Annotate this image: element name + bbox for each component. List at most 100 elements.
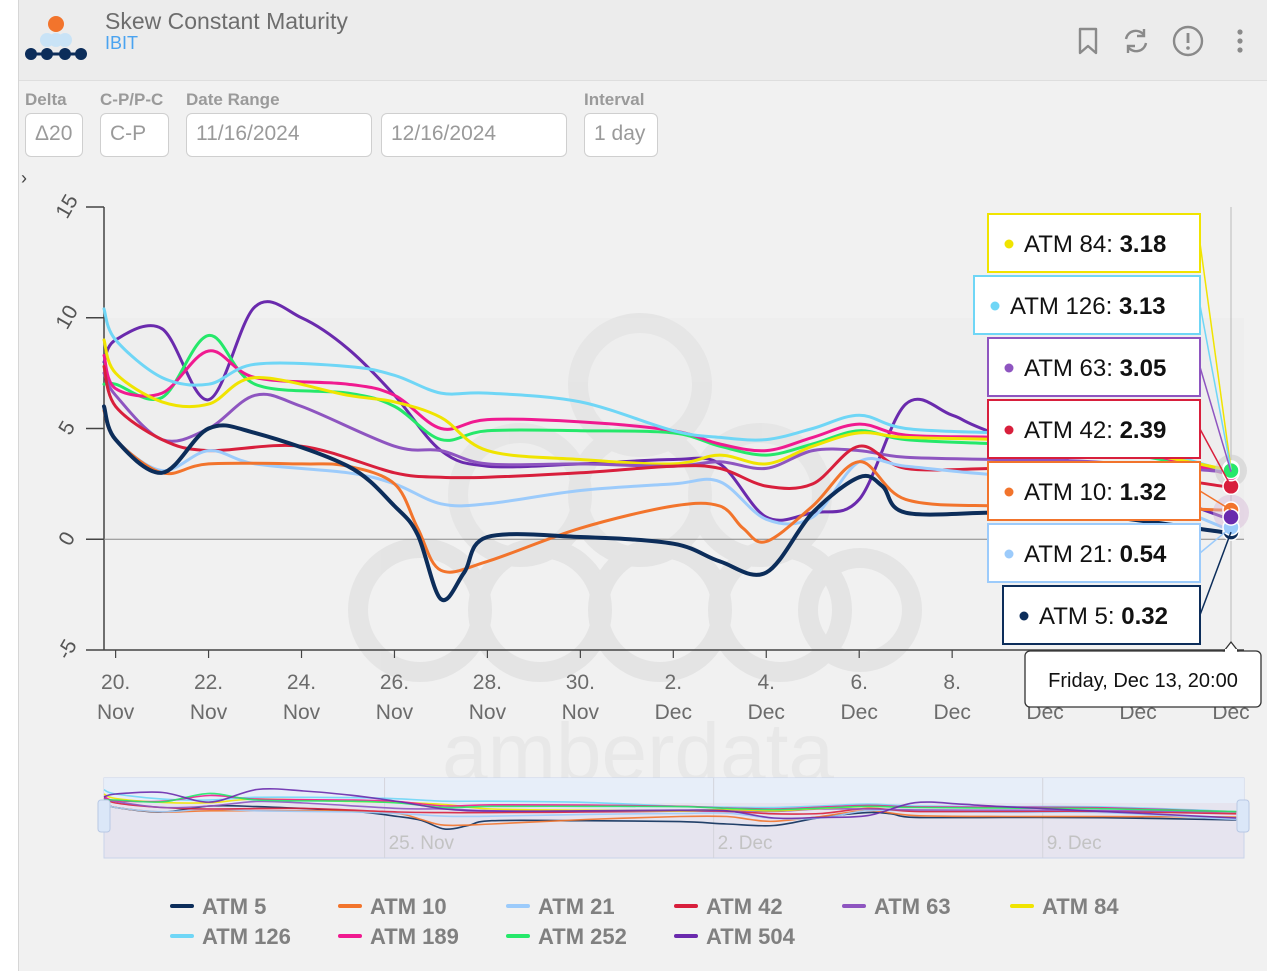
asset-subtitle: IBIT xyxy=(105,33,139,53)
series-line-atm-126 xyxy=(102,307,1225,472)
y-tick-label: 5 xyxy=(54,417,80,439)
refresh-icon[interactable] xyxy=(1119,24,1153,58)
navigator-handle-right[interactable] xyxy=(1236,799,1250,833)
navigator-series-atm-504 xyxy=(103,787,1237,820)
legend-item-atm-21[interactable]: ATM 21 xyxy=(506,894,615,919)
interval-label: Interval xyxy=(584,90,645,109)
widget-title: Skew Constant Maturity xyxy=(105,8,348,34)
tooltip-connector xyxy=(1199,531,1232,616)
info-icon[interactable] xyxy=(1171,24,1205,58)
y-tick-label: 15 xyxy=(51,191,83,223)
axes: 15 10 5 0 -5 20. Nov 22. Nov 24. Nov 26. Nov 28. Nov 30… xyxy=(51,191,1249,724)
navigator-tick-label: 9. Dec xyxy=(1047,833,1102,854)
tooltip-dot xyxy=(1004,363,1014,373)
x-tick-label: 22. Nov xyxy=(190,671,228,724)
tooltip-dot xyxy=(1004,425,1014,435)
legend-item-atm-63[interactable]: ATM 63 xyxy=(842,894,951,919)
navigator-series-atm-252 xyxy=(103,792,1237,813)
tooltip-arrow-mask xyxy=(1225,649,1237,653)
cp-label: C-P/P-C xyxy=(100,90,164,109)
legend-label: ATM 504 xyxy=(706,924,796,949)
legend-label: ATM 63 xyxy=(874,894,951,919)
tooltip-dot xyxy=(1019,611,1029,621)
hover-marker-atm-504 xyxy=(1222,508,1240,526)
legend-item-atm-252[interactable]: ATM 252 xyxy=(506,924,627,949)
tooltip-connector xyxy=(1199,428,1232,487)
x-tick-label: 30. Nov xyxy=(562,671,600,724)
navigator-tick-label: 25. Nov xyxy=(389,833,455,854)
legend-label: ATM 42 xyxy=(706,894,783,919)
tooltip-box xyxy=(987,523,1201,583)
tooltip-box xyxy=(987,337,1201,397)
widget-header: Skew Constant Maturity IBIT xyxy=(19,0,1267,81)
date-range-label: Date Range xyxy=(186,90,280,109)
legend-label: ATM 10 xyxy=(370,894,447,919)
legend-item-atm-504[interactable]: ATM 504 xyxy=(674,924,796,949)
tooltip-dot xyxy=(990,301,1000,311)
more-menu-icon[interactable] xyxy=(1223,24,1257,58)
x-tick-label: 24. Nov xyxy=(283,671,321,724)
tooltip-box xyxy=(987,461,1201,521)
end-date-input[interactable]: 12/16/2024 xyxy=(381,113,567,157)
tooltip-connector xyxy=(1199,526,1232,554)
legend-label: ATM 189 xyxy=(370,924,459,949)
x-tick-label: 6. Dec xyxy=(841,671,878,724)
tooltip-box xyxy=(987,213,1201,273)
tooltip-connector xyxy=(1199,490,1232,511)
series-layer xyxy=(102,300,1226,603)
tooltip-box xyxy=(973,275,1201,335)
tooltip-dot xyxy=(1004,239,1014,249)
tooltip-connector xyxy=(1199,242,1232,469)
navigator[interactable]: 25. Nov 2. Dec 9. Dec xyxy=(97,777,1250,859)
legend-item-atm-5[interactable]: ATM 5 xyxy=(170,894,266,919)
legend: ATM 5 ATM 10 ATM 21 ATM 42 ATM 63 ATM 84 ATM 1… xyxy=(170,894,1119,949)
legend-label: ATM 126 xyxy=(202,924,291,949)
start-date-input[interactable]: 11/16/2024 xyxy=(186,113,372,157)
y-tick-label: -5 xyxy=(53,636,82,664)
tooltip-date-box xyxy=(1024,650,1262,708)
amberdata-logo-icon xyxy=(25,16,87,60)
tooltip-item: ATM 42: 2.39 xyxy=(1024,417,1166,444)
tooltip: ATM 84: 3.18 ATM 126: 3.13 ATM 63: 3.05 ATM… xyxy=(973,213,1262,708)
legend-item-atm-126[interactable]: ATM 126 xyxy=(170,924,291,949)
x-tick-label: 2. Dec xyxy=(655,671,692,724)
tooltip-dot xyxy=(1004,549,1014,559)
cp-select[interactable]: C-P xyxy=(100,113,169,157)
delta-select[interactable]: Δ20 xyxy=(25,113,83,157)
navigator-tick-label: 2. Dec xyxy=(718,833,773,854)
series-line-atm-189 xyxy=(102,349,1225,475)
bookmark-icon[interactable] xyxy=(1071,24,1105,58)
tooltip-connector xyxy=(1199,366,1232,472)
tooltip-item: ATM 10: 1.32 xyxy=(1024,479,1166,506)
tooltip-item: ATM 126: 3.13 xyxy=(1010,293,1166,320)
x-tick-label: 8. Dec xyxy=(933,671,970,724)
x-tick-label: 4. Dec xyxy=(748,671,785,724)
legend-label: ATM 5 xyxy=(202,894,266,919)
tooltip-box xyxy=(1002,585,1201,645)
series-line-atm-252 xyxy=(102,334,1225,473)
expand-chevron-icon[interactable]: › xyxy=(21,168,27,188)
tooltip-item: ATM 84: 3.18 xyxy=(1024,231,1166,258)
navigator-handle-left[interactable] xyxy=(97,799,111,833)
interval-select[interactable]: 1 day xyxy=(584,113,658,157)
tooltip-item: ATM 63: 3.05 xyxy=(1024,355,1166,382)
x-tick-label: 26. Nov xyxy=(376,671,414,724)
tooltip-box xyxy=(987,399,1201,459)
y-tick-label: 10 xyxy=(51,301,83,333)
tooltip-item: ATM 21: 0.54 xyxy=(1024,541,1167,568)
legend-item-atm-189[interactable]: ATM 189 xyxy=(338,924,459,949)
tooltip-dot xyxy=(1004,487,1014,497)
series-line-atm-84 xyxy=(102,338,1225,471)
legend-label: ATM 252 xyxy=(538,924,627,949)
series-line-atm-21 xyxy=(102,407,1225,529)
legend-label: ATM 21 xyxy=(538,894,615,919)
legend-item-atm-42[interactable]: ATM 42 xyxy=(674,894,783,919)
delta-label: Delta xyxy=(25,90,67,109)
tooltip-date: Friday, Dec 13, 20:00 xyxy=(1048,670,1238,692)
legend-item-atm-84[interactable]: ATM 84 xyxy=(1010,894,1119,919)
legend-item-atm-10[interactable]: ATM 10 xyxy=(338,894,447,919)
x-tick-label: 28. Nov xyxy=(469,671,507,724)
x-tick-label: 20. Nov xyxy=(97,671,135,724)
series-line-atm-10 xyxy=(102,409,1225,574)
